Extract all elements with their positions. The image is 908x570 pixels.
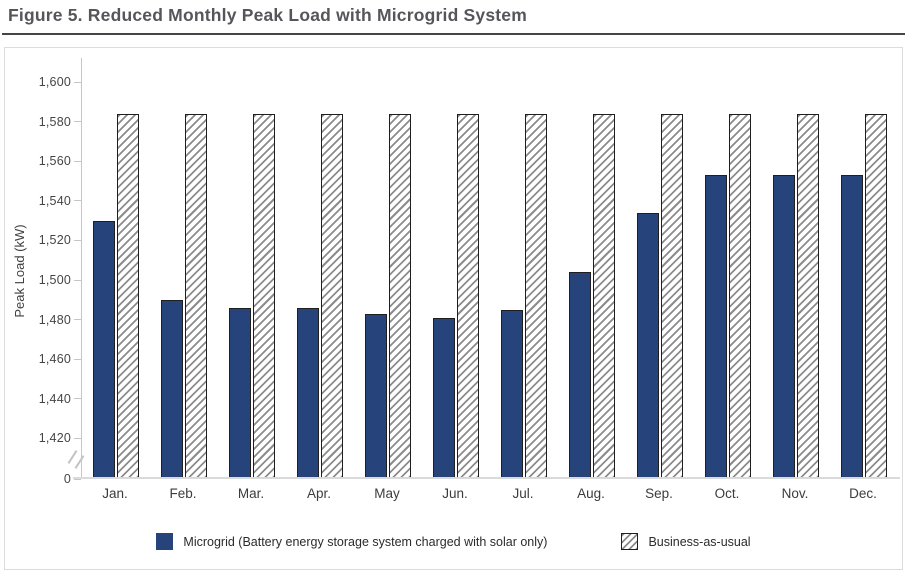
bar-microgrid	[705, 175, 727, 479]
bar-business-as-usual	[457, 113, 479, 479]
bar-microgrid	[637, 212, 659, 479]
x-axis-label: Feb.	[169, 486, 197, 501]
bar-microgrid	[433, 317, 455, 479]
legend: Microgrid (Battery energy storage system…	[5, 533, 902, 550]
x-axis-label: May	[374, 486, 400, 501]
y-tick-mark	[74, 398, 81, 400]
y-tick-label: 1,480	[38, 312, 71, 327]
bar-business-as-usual	[865, 113, 887, 479]
y-tick-label: 1,460	[38, 352, 71, 367]
legend-item-bau: Business-as-usual	[621, 533, 751, 550]
legend-swatch-microgrid-icon	[156, 533, 174, 550]
bar-business-as-usual	[525, 113, 547, 479]
y-tick-mark	[74, 478, 81, 480]
y-tick-label: 1,500	[38, 273, 71, 287]
x-axis-label: Oct.	[714, 486, 740, 501]
bar-business-as-usual	[185, 113, 207, 479]
bar-microgrid	[229, 307, 251, 479]
x-axis-label: Apr.	[306, 486, 331, 501]
plot-area	[81, 58, 898, 479]
bar-microgrid	[773, 175, 795, 479]
bar-microgrid	[569, 272, 591, 479]
chart-frame: Peak Load (kW) 1,600 1,580 1,560 1,540 1,520…	[4, 47, 903, 570]
bar-business-as-usual	[661, 113, 683, 479]
y-tick-label: 1,600	[38, 75, 71, 89]
y-tick-mark	[74, 279, 81, 281]
bar-microgrid	[841, 175, 863, 479]
x-axis-label: Jan.	[102, 486, 128, 501]
title-underline	[2, 33, 905, 35]
legend-label-bau: Business-as-usual	[648, 534, 751, 549]
y-tick-label: 1,520	[38, 233, 71, 248]
y-tick-mark	[74, 437, 81, 439]
x-axis-line	[73, 477, 900, 479]
bar-business-as-usual	[797, 113, 819, 479]
x-axis-labels: Jan. Feb. Mar. Apr. May Jun. Jul. Aug. Sep. Oct. N…	[81, 486, 897, 501]
legend-swatch-bau-icon	[621, 533, 639, 550]
x-axis-label: Jul.	[512, 486, 534, 501]
y-tick-mark	[74, 239, 81, 241]
y-tick-mark	[74, 200, 81, 202]
x-axis-label: Nov.	[781, 486, 809, 501]
y-tick-label: 0	[63, 472, 71, 486]
bar-business-as-usual	[253, 113, 275, 479]
x-axis-label: Aug.	[577, 486, 605, 501]
bar-business-as-usual	[117, 113, 139, 479]
x-axis-label: Mar.	[237, 486, 265, 501]
bar-business-as-usual	[321, 113, 343, 479]
bar-microgrid	[297, 307, 319, 479]
bar-microgrid	[365, 313, 387, 479]
y-tick-mark	[74, 358, 81, 360]
bar-microgrid	[93, 220, 115, 479]
bar-business-as-usual	[593, 113, 615, 479]
page-title: Figure 5. Reduced Monthly Peak Load with…	[8, 5, 527, 25]
x-axis-label: Dec.	[849, 486, 877, 501]
y-tick-mark	[74, 81, 81, 83]
bar-business-as-usual	[389, 113, 411, 479]
y-tick-mark	[74, 160, 81, 162]
bar-microgrid	[161, 299, 183, 479]
y-tick-label: 1,440	[38, 391, 71, 406]
y-tick-label: 1,560	[38, 154, 71, 169]
bar-microgrid	[501, 309, 523, 479]
legend-item-microgrid: Microgrid (Battery energy storage system…	[156, 533, 547, 550]
y-tick-mark	[74, 121, 81, 123]
legend-label-microgrid: Microgrid (Battery energy storage system…	[183, 534, 548, 549]
x-axis-label: Sep.	[645, 486, 673, 501]
y-tick-label: 1,540	[38, 193, 71, 208]
y-tick-label: 1,580	[38, 114, 71, 129]
y-tick-mark	[74, 319, 81, 321]
bar-business-as-usual	[729, 113, 751, 479]
y-tick-label: 1,420	[38, 431, 71, 446]
x-axis-label: Jun.	[442, 486, 468, 501]
